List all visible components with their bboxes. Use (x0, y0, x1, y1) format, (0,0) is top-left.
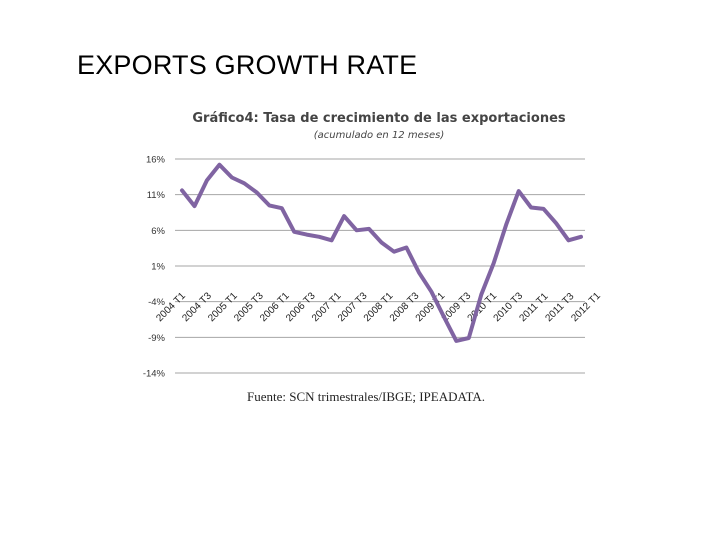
chart-gridlines (175, 158, 585, 374)
chart-source: Fuente: SCN trimestrales/IBGE; IPEADATA. (247, 389, 485, 404)
y-tick-label: -9% (148, 333, 165, 344)
chart-series (180, 162, 583, 343)
slide-title: EXPORTS GROWTH RATE (77, 50, 418, 80)
y-tick-label: 1% (151, 262, 165, 273)
chart-subtitle: (acumulado en 12 meses) (314, 130, 444, 141)
y-tick-label: 16% (146, 155, 166, 166)
y-tick-label: -14% (143, 369, 166, 380)
y-tick-label: 11% (147, 190, 166, 201)
y-tick-label: 6% (151, 226, 165, 237)
y-axis-ticks: 16% 11% 6% 1% -4% -9% -14% (143, 155, 166, 380)
chart-title: Gráfico4: Tasa de crecimiento de las exp… (192, 111, 566, 126)
y-tick-label: -4% (148, 297, 165, 308)
series-line-exports-growth (180, 162, 583, 343)
x-tick-label: 2012 T1 (569, 290, 603, 324)
